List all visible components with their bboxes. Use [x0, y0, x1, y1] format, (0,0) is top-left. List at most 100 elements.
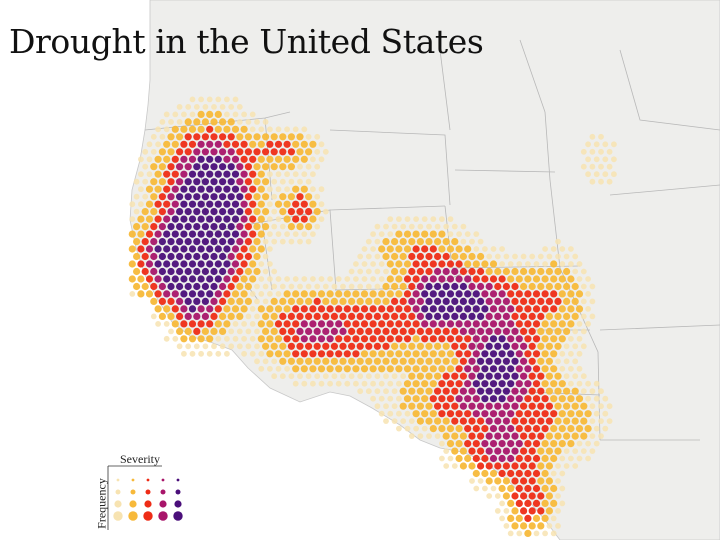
drought-hex	[206, 170, 214, 178]
drought-hex	[236, 208, 244, 216]
drought-hex	[249, 111, 256, 118]
drought-hex	[532, 320, 541, 328]
drought-hex	[197, 320, 205, 328]
legend-swatch	[144, 500, 152, 508]
drought-hex	[176, 282, 184, 291]
drought-hex	[481, 395, 489, 403]
drought-hex	[335, 380, 342, 387]
drought-hex	[382, 282, 390, 291]
drought-hex	[425, 372, 433, 380]
drought-hex	[267, 126, 273, 133]
drought-hex	[339, 342, 347, 350]
drought-hex	[602, 395, 609, 402]
drought-hex	[279, 373, 286, 380]
drought-hex	[481, 365, 489, 373]
drought-hex	[477, 327, 485, 335]
drought-hex	[451, 417, 459, 425]
drought-hex	[606, 163, 613, 170]
drought-hex	[584, 425, 592, 433]
drought-hex	[219, 104, 226, 110]
drought-hex	[429, 275, 437, 283]
drought-hex	[498, 425, 506, 433]
drought-hex	[158, 282, 166, 291]
drought-hex	[434, 433, 441, 439]
drought-hex	[403, 320, 412, 328]
drought-hex	[502, 402, 510, 410]
drought-hex	[224, 350, 230, 357]
drought-hex	[541, 350, 549, 358]
drought-hex	[598, 388, 604, 395]
drought-hex	[545, 417, 554, 425]
drought-hex	[184, 193, 192, 201]
drought-hex	[524, 484, 532, 493]
drought-hex	[446, 320, 455, 328]
drought-hex	[516, 530, 523, 537]
drought-hex	[494, 297, 502, 305]
drought-hex	[184, 178, 192, 186]
drought-hex	[507, 320, 515, 328]
drought-hex	[317, 305, 326, 313]
drought-hex	[309, 140, 317, 148]
drought-hex	[184, 267, 192, 276]
drought-hex	[567, 290, 575, 298]
drought-hex	[305, 327, 313, 335]
drought-hex	[472, 335, 480, 343]
drought-hex	[167, 252, 175, 261]
drought-hex	[219, 193, 227, 201]
drought-hex	[236, 312, 244, 320]
legend-swatch	[158, 511, 168, 521]
drought-hex	[353, 276, 359, 282]
legend-frequency-label: Frequency	[94, 478, 109, 529]
drought-hex	[314, 163, 321, 170]
drought-hex	[254, 328, 260, 335]
drought-hex	[502, 462, 510, 470]
drought-hex	[489, 320, 498, 328]
drought-hex	[442, 267, 450, 276]
drought-hex	[455, 440, 463, 448]
drought-hex	[537, 267, 545, 276]
drought-hex	[171, 185, 179, 193]
drought-hex	[297, 238, 303, 245]
drought-hex	[185, 104, 192, 110]
drought-hex	[214, 110, 222, 118]
drought-hex	[545, 327, 554, 335]
drought-hex	[275, 216, 282, 223]
drought-hex	[580, 148, 587, 155]
drought-hex	[477, 238, 484, 245]
drought-hex	[154, 305, 162, 313]
drought-hex	[416, 312, 424, 320]
drought-hex	[292, 200, 300, 208]
drought-hex	[357, 373, 364, 380]
drought-hex	[219, 223, 227, 231]
drought-hex	[142, 163, 149, 170]
drought-hex	[447, 455, 454, 462]
drought-hex	[197, 155, 205, 163]
drought-hex	[568, 365, 574, 372]
drought-hex	[133, 238, 141, 246]
drought-hex	[468, 417, 476, 425]
drought-hex	[310, 380, 316, 387]
drought-hex	[550, 246, 557, 252]
drought-hex	[459, 372, 467, 380]
drought-hex	[197, 260, 205, 268]
drought-hex	[451, 402, 459, 410]
drought-hex	[532, 425, 541, 433]
drought-hex	[412, 230, 420, 238]
drought-hex	[434, 342, 442, 350]
drought-hex	[133, 252, 141, 261]
drought-hex	[494, 447, 502, 455]
drought-hex	[163, 260, 171, 268]
drought-hex	[498, 454, 506, 463]
drought-hex	[563, 282, 571, 291]
drought-hex	[188, 155, 197, 163]
drought-hex	[231, 245, 240, 253]
drought-hex	[532, 514, 541, 523]
drought-hex	[206, 125, 214, 133]
drought-hex	[348, 312, 356, 320]
drought-hex	[485, 372, 493, 380]
drought-hex	[335, 365, 343, 373]
drought-hex	[357, 268, 364, 275]
drought-hex	[283, 335, 291, 343]
drought-hex	[309, 200, 317, 208]
drought-hex	[197, 215, 205, 223]
